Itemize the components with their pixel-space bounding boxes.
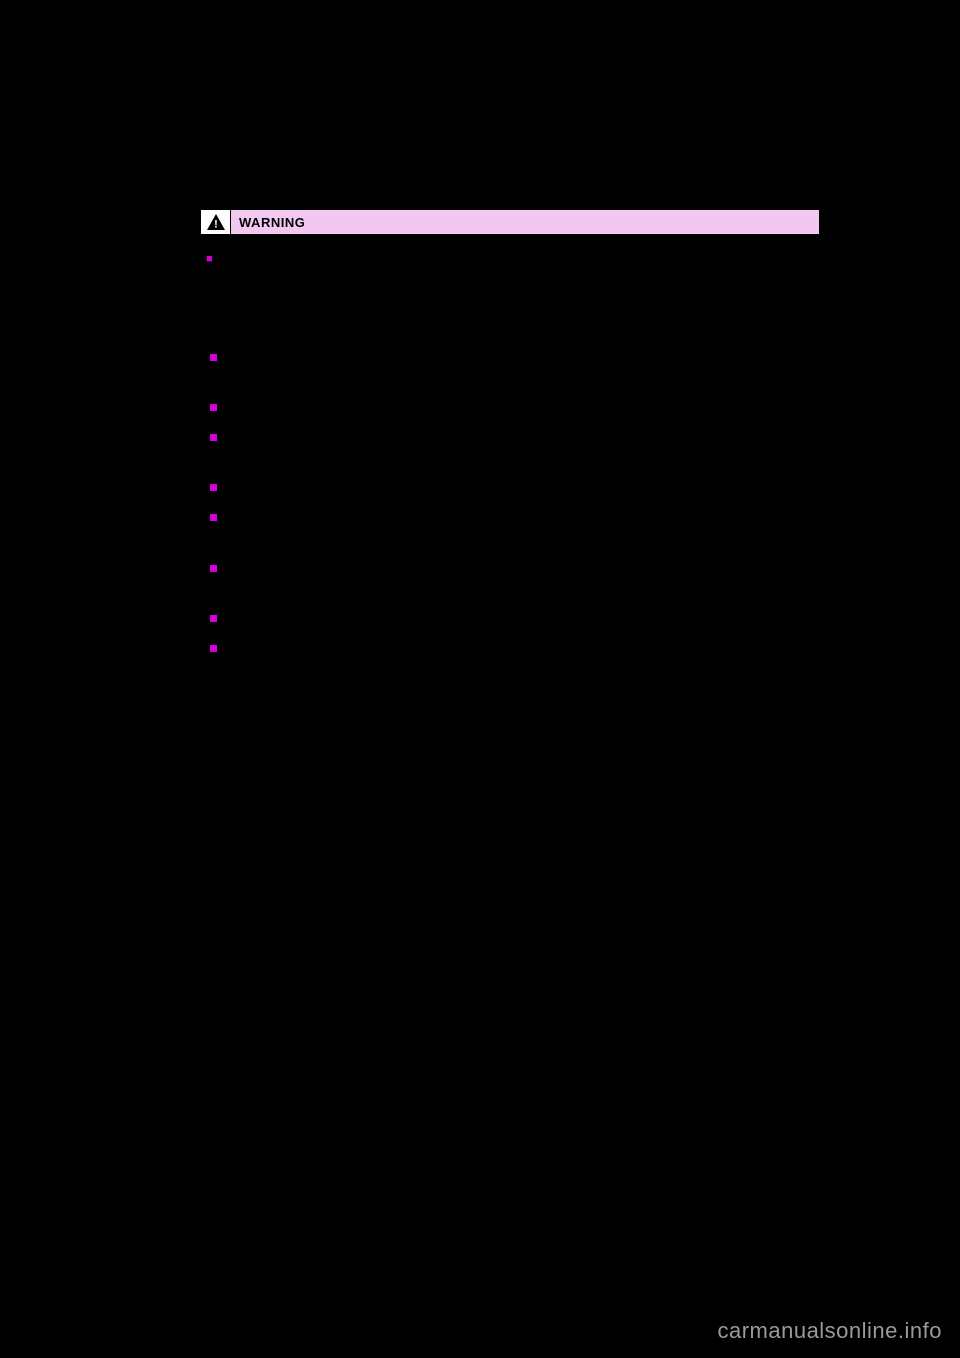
caution-intro: Do not overly rely on the vehicle-to-veh… [206, 275, 810, 335]
warning-icon: ! [201, 210, 231, 234]
page-header: 300 4-5. Using the driving support syste… [130, 155, 830, 170]
page-number: 300 [130, 155, 190, 170]
caution-list: Vehicles that cut in suddenly Vehicles t… [210, 348, 810, 680]
section-title: Using the driving support systems [218, 155, 413, 170]
list-item: Keep the sensor and front grille cover c… [210, 559, 810, 599]
watermark: carmanualsonline.info [717, 1318, 942, 1344]
header-divider [130, 190, 830, 191]
warning-content: ■ Cautions regarding the use of the syste… [206, 249, 810, 679]
list-item: Do not disassemble the sensor. [210, 609, 810, 629]
section-number: 4-5. [190, 155, 212, 170]
list-item: Vehicles that cut in suddenly Vehicles t… [210, 348, 810, 388]
caution-title-text: Cautions regarding the use of the system [219, 251, 475, 266]
list-item: Do not attach accessories or stickers to… [210, 639, 810, 679]
list-item: When the road curves or when the lanes a… [210, 428, 810, 468]
list-item: After the engine has been started or aft… [210, 508, 810, 548]
list-item: Conditions under which the vehicle-to-ve… [210, 398, 810, 418]
square-bullet-icon: ■ [206, 253, 213, 265]
caution-title: ■ Cautions regarding the use of the syste… [206, 249, 810, 269]
warning-bar: ! WARNING [200, 209, 820, 235]
manual-page: 300 4-5. Using the driving support syste… [130, 155, 830, 689]
warning-label: WARNING [231, 210, 819, 234]
svg-text:!: ! [214, 219, 218, 231]
list-item: Conditions under which the vehicle-to-ve… [210, 478, 810, 498]
model-code: PRIUS_OM_OM47791U_(U) [130, 1090, 265, 1101]
